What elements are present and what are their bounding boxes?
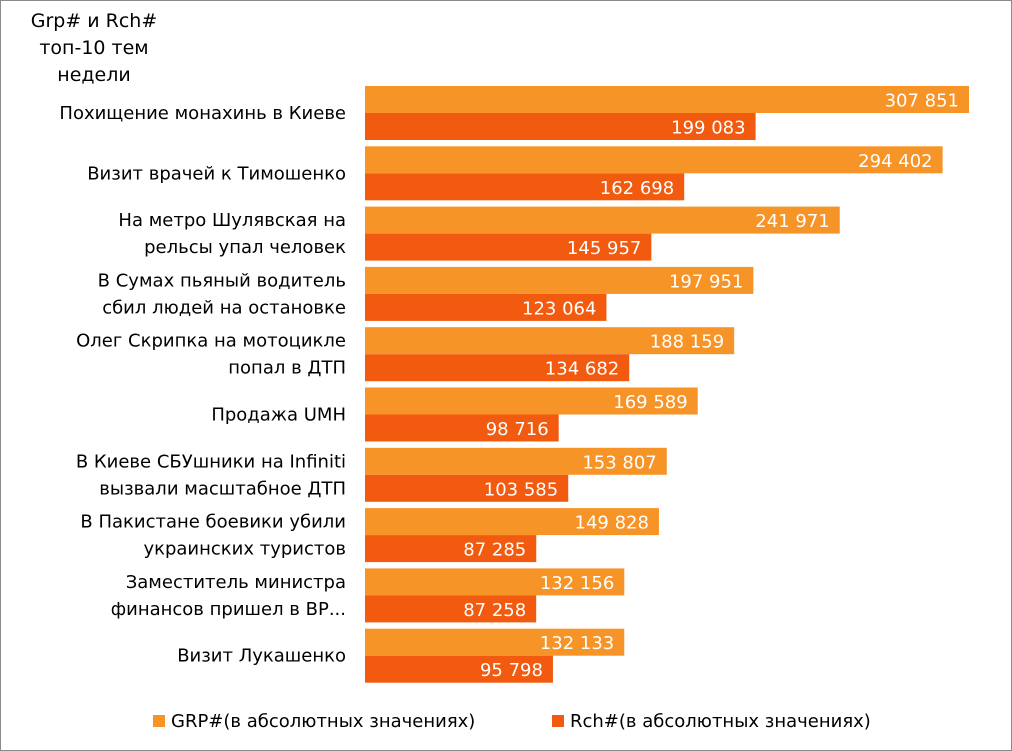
- data-label-rch: 123 064: [522, 298, 596, 319]
- category-label: В Пакистане боевики убили украинских тури…: [80, 512, 346, 560]
- chart-title-line: недели: [57, 64, 131, 86]
- legend-swatch-grp: [153, 715, 165, 727]
- bar-grp: [365, 206, 840, 234]
- bar-rch: [365, 655, 553, 683]
- legend-label-grp: GRP#(в абсолютных значениях): [171, 710, 476, 732]
- legend-label-rch: Rch#(в абсолютных значениях): [570, 710, 871, 732]
- chart-title-line: топ-10 тем: [39, 37, 149, 59]
- bar-rch: [365, 113, 756, 140]
- category-label-line: Олег Скрипка на мотоцикле: [76, 331, 346, 352]
- data-label-rch: 95 798: [480, 660, 543, 681]
- category-label: На метро Шулявская на рельсы упал человек: [118, 210, 346, 258]
- category-label: Визит врачей к Тимошенко: [87, 163, 346, 184]
- data-label-rch: 98 716: [486, 419, 549, 440]
- legend-item-rch: Rch#(в абсолютных значениях): [552, 706, 871, 736]
- data-label-grp: 132 133: [540, 633, 614, 654]
- bar-rch: [365, 354, 630, 382]
- data-label-grp: 149 828: [575, 513, 649, 534]
- data-label-grp: 153 807: [582, 452, 656, 473]
- data-label-grp: 132 156: [540, 573, 614, 594]
- category-label-line: В Пакистане боевики убили: [80, 512, 346, 533]
- category-label: Визит Лукашенко: [177, 646, 346, 667]
- category-label-line: вызвали масштабное ДТП: [99, 478, 346, 499]
- chart-title: Grp# и Rch# топ-10 тем недели: [14, 8, 174, 89]
- bar-grp: [365, 387, 698, 415]
- data-label-grp: 197 951: [669, 271, 743, 292]
- data-label-rch: 199 083: [671, 118, 745, 139]
- category-label-line: На метро Шулявская на: [118, 210, 346, 231]
- category-label: В Киеве СБУшники на Infiniti вызвали масш…: [76, 451, 346, 499]
- bar-grp: [365, 447, 667, 475]
- data-label-rch: 87 285: [463, 540, 526, 561]
- category-label-line: Визит врачей к Тимошенко: [87, 163, 346, 184]
- bar-grp: [365, 327, 735, 355]
- category-label-line: финансов пришел в ВР...: [111, 599, 346, 620]
- data-label-rch: 134 682: [545, 359, 619, 380]
- bar-grp: [365, 508, 659, 536]
- bar-grp: [365, 146, 943, 174]
- category-label-line: В Сумах пьяный водитель: [98, 270, 346, 291]
- data-label-grp: 169 589: [613, 392, 687, 413]
- chart-legend: GRP#(в абсолютных значениях) Rch#(в абсо…: [0, 706, 1012, 736]
- category-label: Продажа UMH: [211, 405, 346, 426]
- bar-rch: [365, 535, 537, 563]
- data-label-grp: 241 971: [755, 211, 829, 232]
- data-label-grp: 188 159: [650, 332, 724, 353]
- category-label: Олег Скрипка на мотоцикле попал в ДТП: [76, 331, 346, 379]
- bar-rch: [365, 414, 559, 442]
- bar-grp: [365, 628, 625, 656]
- bar-chart: Похищение монахинь в Киеве 307 851 199 083…: [59, 86, 969, 683]
- category-label: В Сумах пьяный водитель сбил людей на ост…: [98, 270, 346, 318]
- legend-swatch-rch: [552, 715, 564, 727]
- data-label-rch: 145 957: [567, 238, 641, 259]
- bar-rch: [365, 595, 537, 623]
- bar-grp: [365, 86, 969, 113]
- category-label-line: В Киеве СБУшники на Infiniti: [76, 451, 346, 472]
- category-label-line: попал в ДТП: [228, 358, 346, 379]
- data-label-rch: 162 698: [600, 178, 674, 199]
- bar-rch: [365, 233, 652, 261]
- data-label-grp: 294 402: [858, 151, 932, 172]
- category-label-line: украинских туристов: [143, 539, 346, 560]
- category-label-line: Похищение монахинь в Киеве: [59, 103, 346, 124]
- chart-title-line: Grp# и Rch#: [30, 10, 158, 32]
- category-label: Заместитель министра финансов пришел в ВР…: [111, 572, 346, 620]
- category-label-line: рельсы упал человек: [144, 237, 346, 258]
- data-label-grp: 307 851: [885, 91, 959, 112]
- legend-item-grp: GRP#(в абсолютных значениях): [153, 706, 475, 736]
- data-label-rch: 103 585: [484, 479, 558, 500]
- bar-grp: [365, 568, 625, 596]
- bar-grp: [365, 266, 754, 294]
- category-label: Похищение монахинь в Киеве: [59, 103, 346, 124]
- category-label-line: Продажа UMH: [211, 405, 346, 426]
- bar-rch: [365, 173, 685, 201]
- category-label-line: Визит Лукашенко: [177, 646, 346, 667]
- bar-rch: [365, 474, 569, 502]
- bar-rch: [365, 293, 607, 321]
- category-label-line: Заместитель министра: [126, 572, 346, 593]
- data-label-rch: 87 258: [463, 600, 526, 621]
- category-label-line: сбил людей на остановке: [102, 297, 346, 318]
